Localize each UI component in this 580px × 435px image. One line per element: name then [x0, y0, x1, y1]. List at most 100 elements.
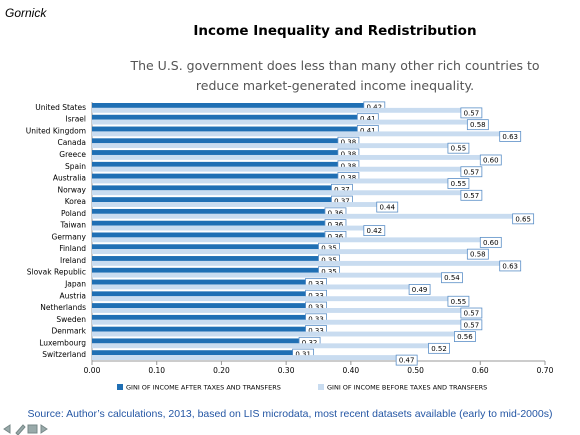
y-tick-label: Germany	[52, 232, 87, 241]
bar	[92, 256, 319, 261]
label-box	[395, 354, 418, 366]
x-tick-label: 0.70	[537, 366, 554, 375]
bar	[92, 197, 332, 203]
value-label-text: 0.57	[464, 192, 480, 200]
label-box	[408, 284, 431, 295]
nav-back[interactable]	[3, 424, 11, 434]
value-label-text: 0.32	[302, 339, 318, 347]
label-box	[428, 342, 450, 354]
y-tick-label: Korea	[65, 197, 86, 206]
bar	[92, 350, 293, 356]
value-label-text: 0.63	[502, 133, 518, 141]
y-tick-label: Ireland	[60, 256, 86, 265]
nav-forward[interactable]	[40, 424, 48, 434]
value-label: 0.57	[460, 189, 483, 201]
value-label-text: 0.35	[321, 268, 337, 276]
value-label-text: 0.38	[341, 139, 357, 147]
value-label-text: 0.55	[451, 180, 467, 188]
x-tick-label: 0.20	[213, 366, 230, 375]
chart-title: Income Inequality and Redistribution	[193, 23, 476, 39]
value-label-text: 0.55	[451, 145, 467, 153]
value-label-text: 0.57	[464, 109, 480, 117]
nav-pen[interactable]	[15, 424, 26, 435]
bar	[92, 114, 358, 120]
label-box	[460, 107, 483, 119]
value-label-text: 0.33	[308, 280, 324, 288]
x-tick-label: 0.10	[148, 366, 165, 375]
value-label-text: 0.38	[341, 150, 357, 158]
bar	[92, 319, 461, 325]
bar	[92, 237, 481, 243]
value-label-text: 0.41	[360, 115, 376, 123]
label-box	[466, 119, 489, 131]
value-label: 0.57	[460, 166, 483, 178]
value-label: 0.57	[460, 307, 483, 319]
label-box	[453, 331, 476, 342]
value-label: 0.58	[466, 119, 489, 131]
bar	[92, 107, 461, 113]
bar	[92, 244, 319, 250]
value-label: 0.44	[376, 201, 399, 213]
bar	[92, 131, 500, 137]
bar	[92, 154, 481, 160]
y-tick-label: Taiwan	[59, 221, 86, 230]
value-label: 0.58	[466, 248, 489, 260]
y-tick-label: Greece	[59, 150, 86, 159]
value-label-text: 0.31	[295, 351, 311, 359]
value-label: 0.63	[499, 131, 522, 142]
bar	[92, 249, 468, 255]
value-label: 0.57	[460, 319, 483, 331]
x-tick-label: 0.50	[407, 366, 424, 375]
bar	[92, 190, 461, 196]
value-label-text: 0.52	[431, 345, 447, 353]
label-box	[447, 295, 470, 307]
y-tick-label: Luxembourg	[39, 338, 86, 347]
bar	[92, 303, 306, 309]
y-tick-label: Netherlands	[40, 303, 86, 312]
source: Source: Author’s calculations, 2013, bas…	[28, 408, 553, 420]
value-label-text: 0.35	[321, 245, 337, 253]
nav-menu[interactable]	[27, 424, 38, 434]
author: Gornick	[5, 6, 47, 20]
label-box	[499, 260, 522, 272]
value-label: 0.47	[395, 354, 418, 366]
y-tick-label: Canada	[57, 138, 86, 147]
bar	[92, 314, 306, 320]
y-tick-label: Japan	[64, 279, 86, 288]
value-label-text: 0.37	[334, 198, 350, 206]
value-label-text: 0.58	[470, 121, 486, 129]
bar	[92, 232, 325, 238]
nav-icons[interactable]	[3, 424, 48, 435]
label-box	[512, 213, 535, 225]
value-label-text: 0.57	[464, 310, 480, 318]
value-label: 0.56	[453, 331, 476, 342]
value-label: 0.54	[441, 272, 463, 284]
bar	[92, 150, 338, 155]
y-tick-label: Israel	[66, 115, 87, 124]
label-box	[376, 201, 399, 213]
label-box	[460, 166, 483, 178]
label-box	[363, 225, 386, 237]
bar	[92, 338, 300, 344]
y-tick-label: Denmark	[52, 327, 87, 336]
bar	[92, 279, 306, 285]
value-label-text: 0.58	[470, 251, 486, 259]
value-label-text: 0.36	[328, 233, 344, 241]
value-label: 0.42	[363, 225, 386, 237]
legend-swatch	[318, 384, 324, 390]
value-label-text: 0.38	[341, 162, 357, 170]
x-tick-label: 0.00	[84, 366, 101, 375]
bar	[92, 161, 338, 167]
value-label: 0.55	[447, 142, 470, 154]
bar	[92, 326, 306, 332]
bar	[92, 138, 338, 144]
bar	[92, 331, 455, 337]
label-box	[460, 189, 483, 201]
bar	[92, 260, 500, 266]
bar	[92, 126, 358, 132]
label-box	[460, 319, 483, 331]
legend-label: GINI OF INCOME AFTER TAXES AND TRANSFERS	[126, 384, 281, 392]
value-label: 0.55	[447, 178, 470, 189]
